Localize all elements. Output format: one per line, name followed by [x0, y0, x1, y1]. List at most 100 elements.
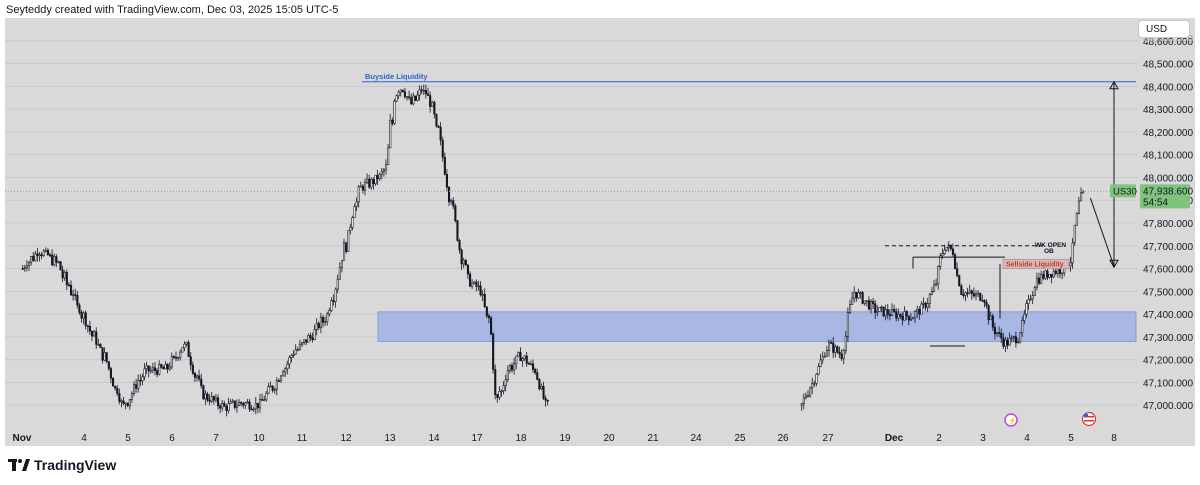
- candle-body: [82, 312, 85, 319]
- candle-body: [1056, 268, 1059, 274]
- candle-body: [1023, 313, 1026, 321]
- candle-body: [61, 269, 64, 279]
- candle-body: [141, 376, 144, 382]
- y-tick-label: 47,700.000: [1143, 242, 1193, 253]
- candle-body: [401, 89, 404, 92]
- candle-body: [439, 127, 442, 141]
- x-tick-label: 24: [690, 433, 702, 444]
- chart-area[interactable]: [5, 18, 1195, 446]
- candle-body: [53, 256, 56, 266]
- candle-body: [939, 255, 942, 267]
- candle-body: [298, 343, 302, 350]
- candle-body: [328, 310, 331, 315]
- candle-body: [74, 294, 77, 296]
- candle-body: [815, 373, 818, 384]
- candle-body: [865, 300, 868, 302]
- candle-body: [416, 94, 419, 101]
- candle-body: [288, 357, 291, 365]
- candle-body: [981, 299, 984, 302]
- candle-body: [275, 380, 278, 390]
- candle-body: [979, 292, 982, 301]
- candle-body: [431, 101, 434, 107]
- candle-body: [107, 361, 110, 369]
- x-tick-label: 10: [253, 433, 265, 444]
- candle-body: [97, 343, 100, 346]
- ob-label: OB: [1044, 248, 1054, 255]
- candle-body: [886, 309, 889, 315]
- candle-body: [154, 367, 157, 371]
- candle-body: [126, 402, 129, 407]
- x-tick-label: 5: [1068, 433, 1074, 444]
- candle-body: [1031, 295, 1034, 300]
- x-tick-label: 6: [169, 433, 175, 444]
- flag-stripe: [1084, 420, 1094, 422]
- candle-body: [846, 312, 850, 337]
- candle-body: [953, 254, 957, 269]
- candle-body: [227, 403, 230, 411]
- candle-body: [403, 91, 407, 98]
- candle-body: [464, 259, 467, 266]
- candle-body: [993, 326, 997, 335]
- currency-button[interactable]: USD: [1138, 20, 1190, 38]
- candle-body: [36, 253, 39, 256]
- candle-body: [109, 368, 112, 379]
- candle-body: [443, 156, 446, 175]
- candle-body: [261, 399, 264, 401]
- candle-body: [135, 384, 138, 389]
- candle-body: [336, 278, 339, 290]
- candle-body: [378, 173, 381, 180]
- event-earnings-icon[interactable]: [1004, 413, 1018, 427]
- last-price-badge: [1140, 184, 1190, 209]
- candle-body: [424, 89, 428, 95]
- candle-body: [1077, 200, 1080, 214]
- candle-body: [363, 182, 367, 191]
- candle-body: [529, 363, 533, 366]
- candle-body: [909, 318, 913, 321]
- candle-body: [1073, 224, 1076, 244]
- candle-body: [1080, 192, 1083, 202]
- x-tick-label: 14: [428, 433, 440, 444]
- candle-body: [930, 291, 934, 295]
- y-tick-label: 47,300.000: [1143, 333, 1193, 344]
- candle-body: [166, 363, 169, 370]
- candle-body: [149, 369, 152, 372]
- candle-body: [311, 337, 314, 341]
- candle-body: [238, 402, 241, 407]
- candle-body: [811, 383, 814, 389]
- candle-body: [214, 397, 217, 401]
- candle-body: [882, 306, 885, 317]
- sellside-liquidity-box: [1002, 258, 1070, 270]
- candle-body: [103, 352, 106, 361]
- candle-body: [368, 178, 371, 188]
- candle-body: [397, 91, 400, 97]
- candle-body: [326, 313, 329, 322]
- y-tick-label: 47,000.000: [1143, 401, 1193, 412]
- candle-body: [901, 316, 904, 321]
- candle-body: [317, 323, 320, 328]
- candle-body: [76, 294, 79, 306]
- candle-body: [1025, 303, 1028, 315]
- candle-body: [248, 401, 251, 410]
- candle-body: [252, 408, 255, 411]
- candle-body: [972, 293, 976, 297]
- candle-body: [42, 250, 45, 257]
- candle-body: [817, 366, 820, 375]
- candle-body: [525, 355, 528, 364]
- x-tick-label: 13: [384, 433, 396, 444]
- candle-body: [27, 262, 31, 267]
- candle-body: [510, 365, 514, 371]
- y-tick-label: 47,400.000: [1143, 310, 1193, 321]
- candle-body: [935, 283, 938, 286]
- candle-body: [1069, 262, 1072, 266]
- candle-body: [284, 368, 287, 373]
- candle-body: [51, 254, 54, 266]
- candle-body: [210, 396, 213, 402]
- candle-body: [145, 365, 148, 370]
- candle-body: [408, 96, 411, 99]
- candle-body: [290, 355, 293, 358]
- candle-body: [863, 300, 866, 304]
- tradingview-logo-icon: [8, 459, 30, 471]
- y-tick-label: 47,600.000: [1143, 265, 1193, 276]
- candle-body: [187, 342, 190, 357]
